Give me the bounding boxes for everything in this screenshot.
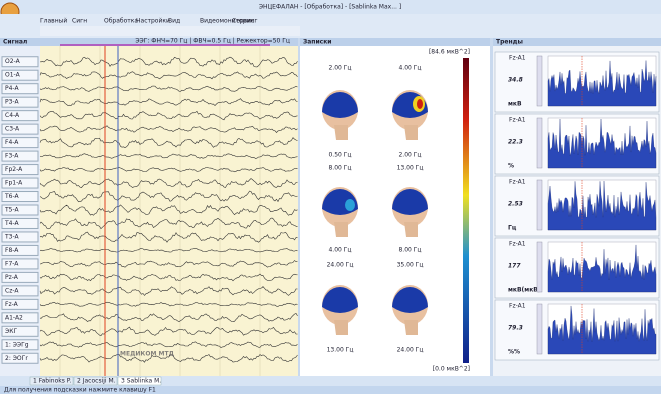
trend-unit: % bbox=[508, 163, 514, 170]
panel-title: Сигнал bbox=[3, 39, 27, 46]
channel-label: P4-A bbox=[5, 85, 19, 92]
filter-info: ЭЭГ: ФНЧ=70 Гц | ФВЧ=0.5 Гц | Режектор=5… bbox=[135, 38, 290, 45]
channel-label: 2: ЭОГr bbox=[5, 355, 28, 362]
tab-label: 2 Jacocsiji M. bbox=[77, 378, 116, 385]
hotspot bbox=[345, 199, 355, 211]
channel-label: 1: ЭЭГg bbox=[5, 341, 29, 348]
trend-value: 22.3 bbox=[508, 139, 523, 146]
menu-item[interactable]: Главный bbox=[40, 18, 67, 25]
neck bbox=[404, 125, 418, 140]
map-label: 8.00 Гц bbox=[328, 165, 351, 172]
panel-title: Записки bbox=[303, 39, 332, 46]
panel-title: Тренды bbox=[496, 39, 523, 46]
trend-slider[interactable] bbox=[537, 180, 542, 230]
signal-area bbox=[40, 46, 298, 376]
channel-label: Fp2-A bbox=[5, 166, 23, 173]
channel-label: T4-A bbox=[4, 220, 20, 227]
channel-label: F4-A bbox=[5, 139, 19, 146]
channel-label: C4-A bbox=[5, 112, 20, 119]
map-label: 4.00 Гц bbox=[328, 247, 351, 254]
channel-label: O1-A bbox=[5, 72, 21, 79]
scale-max: [84.6 мкВ^2] bbox=[429, 49, 470, 56]
channel-label: Pz-A bbox=[5, 274, 19, 281]
channel-label: F7-A bbox=[5, 260, 19, 267]
map-label: 2.00 Гц bbox=[328, 65, 351, 72]
neck bbox=[334, 320, 348, 335]
status-text: Для получения подсказки нажмите клавишу … bbox=[4, 387, 156, 394]
channel-label: A1-A2 bbox=[5, 314, 23, 321]
watermark: МЕДИКОМ МТД bbox=[120, 351, 174, 358]
map-label: 35.00 Гц bbox=[397, 262, 424, 269]
trend-channel: Fz-A1 bbox=[509, 241, 526, 248]
trend-value: 2.53 bbox=[508, 201, 523, 208]
channel-label: P3-A bbox=[5, 99, 19, 106]
trend-slider[interactable] bbox=[537, 56, 542, 106]
channel-label: T3-A bbox=[4, 233, 20, 240]
channel-label: ЭКГ bbox=[5, 328, 17, 335]
hotspot bbox=[417, 99, 423, 109]
map-label: 24.00 Гц bbox=[327, 262, 354, 269]
channel-label: F8-A bbox=[5, 247, 19, 254]
neck bbox=[404, 320, 418, 335]
menu-item[interactable]: Сигн bbox=[72, 18, 87, 25]
trend-unit: %% bbox=[508, 349, 520, 356]
trend-channel: Fz-A1 bbox=[509, 303, 526, 310]
map-label: 8.00 Гц bbox=[398, 247, 421, 254]
map-label: 0.50 Гц bbox=[328, 152, 351, 159]
trend-slider[interactable] bbox=[537, 118, 542, 168]
tab-label: 3 Sablinka M. bbox=[121, 378, 161, 385]
map-label: 2.00 Гц bbox=[398, 152, 421, 159]
screen: ЭНЦЕФАЛАН - [Обработка] - [Sablinka Max.… bbox=[0, 0, 661, 394]
neck bbox=[404, 222, 418, 237]
map-label: 13.00 Гц bbox=[397, 165, 424, 172]
trend-unit: Гц bbox=[508, 225, 517, 232]
menu-item[interactable]: Сервис bbox=[232, 18, 254, 25]
trend-value: 177 bbox=[508, 263, 521, 270]
channel-label: Fp1-A bbox=[5, 180, 23, 187]
neck bbox=[334, 125, 348, 140]
neck bbox=[334, 222, 348, 237]
trend-value: 79.3 bbox=[508, 325, 523, 332]
color-scale bbox=[463, 58, 469, 363]
trend-channel: Fz-A1 bbox=[509, 117, 526, 124]
channel-label: O2-A bbox=[5, 58, 21, 65]
channel-label: Cz-A bbox=[5, 287, 19, 294]
map-label: 24.00 Гц bbox=[397, 347, 424, 354]
trend-unit: мкВ bbox=[508, 101, 522, 108]
channel-label: Fz-A bbox=[5, 301, 19, 308]
map-label: 13.00 Гц bbox=[327, 347, 354, 354]
channel-label: T6-A bbox=[4, 193, 20, 200]
menu-item[interactable]: Настройки bbox=[136, 18, 170, 25]
channel-label: C3-A bbox=[5, 126, 20, 133]
trend-slider[interactable] bbox=[537, 242, 542, 292]
channel-label: T5-A bbox=[4, 207, 20, 214]
trend-channel: Fz-A1 bbox=[509, 179, 526, 186]
scale-min: [0.0 мкВ^2] bbox=[433, 366, 470, 373]
map-label: 4.00 Гц bbox=[398, 65, 421, 72]
tab-label: 1 Fabinoks P. bbox=[33, 378, 71, 385]
menu-item[interactable]: Вид bbox=[168, 18, 180, 25]
channel-label: F3-A bbox=[5, 153, 19, 160]
toolbar-band bbox=[40, 26, 300, 36]
trend-value: 34.8 bbox=[508, 77, 523, 84]
menu-item[interactable]: Обработка bbox=[104, 18, 138, 25]
page: {"title_bar":{"title":"ЭНЦЕФАЛАН - [Обра… bbox=[0, 0, 661, 394]
window-title: ЭНЦЕФАЛАН - [Обработка] - [Sablinka Max.… bbox=[259, 4, 401, 11]
trend-slider[interactable] bbox=[537, 304, 542, 354]
trend-channel: Fz-A1 bbox=[509, 55, 526, 62]
trend-unit: мкВ(мкВ) bbox=[508, 287, 541, 294]
